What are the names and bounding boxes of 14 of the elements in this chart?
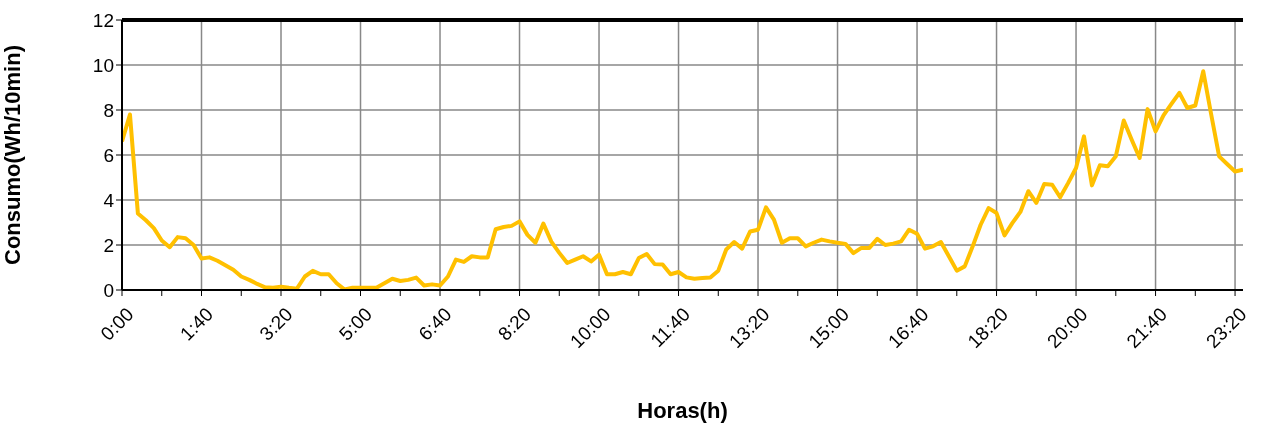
x-tick-label: 3:20	[255, 303, 297, 345]
x-tick-label: 0:00	[96, 303, 138, 345]
y-tick-label: 10	[92, 54, 114, 76]
y-tick-label: 8	[103, 99, 114, 121]
y-tick-label: 4	[103, 189, 115, 211]
y-tick-label: 0	[103, 279, 114, 301]
x-tick-label: 8:20	[493, 303, 535, 345]
x-tick-label: 5:00	[334, 303, 376, 345]
x-axis-title: Horas(h)	[637, 398, 728, 423]
y-axis-title: Consumo(Wh/10min)	[0, 45, 25, 265]
y-tick-label: 12	[92, 9, 114, 31]
y-tick-label: 6	[103, 144, 114, 166]
y-tick-label: 2	[103, 234, 114, 256]
x-tick-label: 6:40	[414, 303, 456, 345]
